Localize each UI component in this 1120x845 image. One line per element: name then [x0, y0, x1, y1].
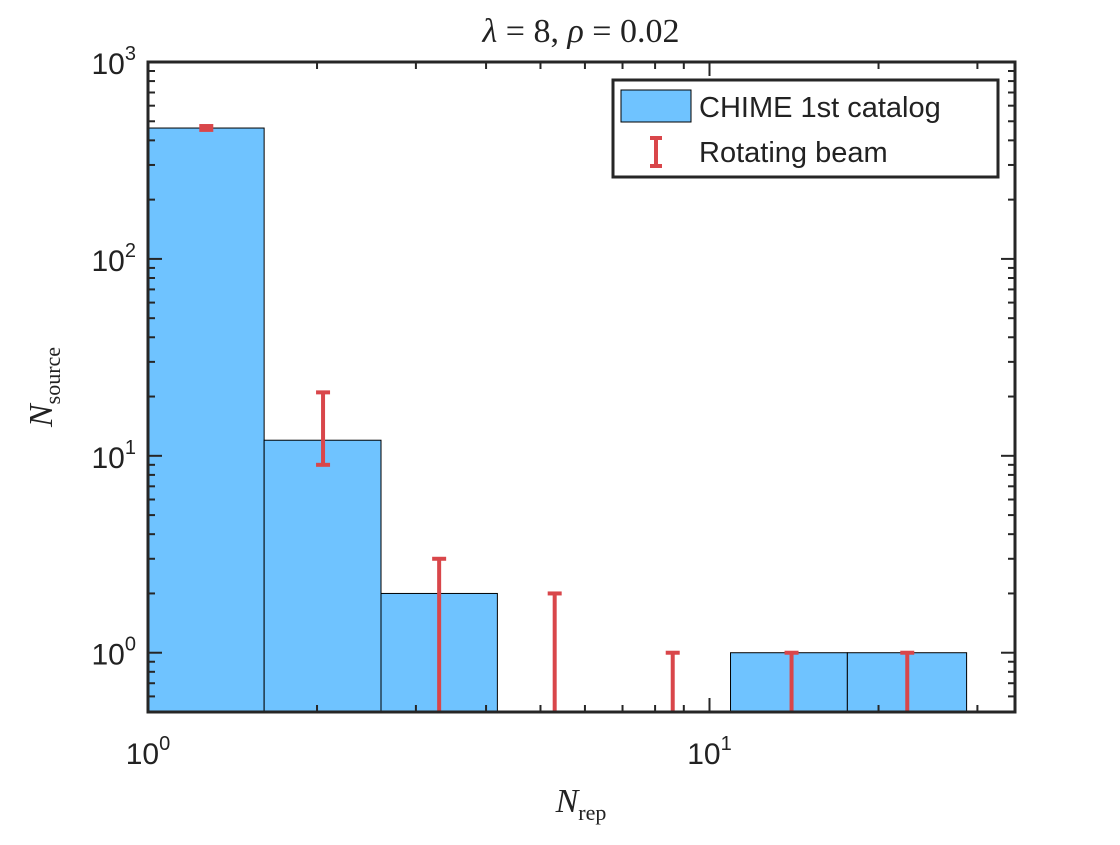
- bar: [147, 127, 265, 713]
- error-bar: [665, 650, 680, 712]
- tick-label: 100: [92, 634, 137, 672]
- axes-box: [146, 60, 1017, 714]
- tick-label: 101: [687, 733, 732, 771]
- tick-label: 103: [92, 43, 137, 81]
- error-bar: [316, 390, 331, 467]
- label-part: source: [40, 347, 65, 404]
- x-axis-label: Nrep: [555, 783, 607, 825]
- bar: [263, 439, 382, 713]
- error-bar: [784, 650, 799, 712]
- error-bar: [547, 591, 562, 712]
- legend-label: CHIME 1st catalog: [699, 92, 941, 124]
- title-part: = 8,: [497, 13, 567, 50]
- tick-label: 101: [92, 437, 137, 475]
- tick-label: 102: [92, 240, 137, 278]
- error-bar: [199, 124, 214, 132]
- y-axis-label: Nsource: [23, 347, 65, 428]
- legend-swatch: [620, 89, 692, 123]
- legend-label: Rotating beam: [699, 137, 888, 169]
- label-part: N: [23, 402, 60, 428]
- title-part: ρ: [566, 13, 583, 50]
- bar: [730, 652, 848, 713]
- title-part: = 0.02: [584, 13, 680, 50]
- error-bar: [900, 650, 915, 712]
- label-part: N: [555, 783, 581, 820]
- error-bar: [432, 556, 447, 712]
- title-part: λ: [482, 13, 498, 50]
- chart-title: λ = 8, ρ = 0.02: [482, 13, 680, 50]
- label-part: rep: [578, 800, 606, 825]
- tick-label: 100: [126, 733, 171, 771]
